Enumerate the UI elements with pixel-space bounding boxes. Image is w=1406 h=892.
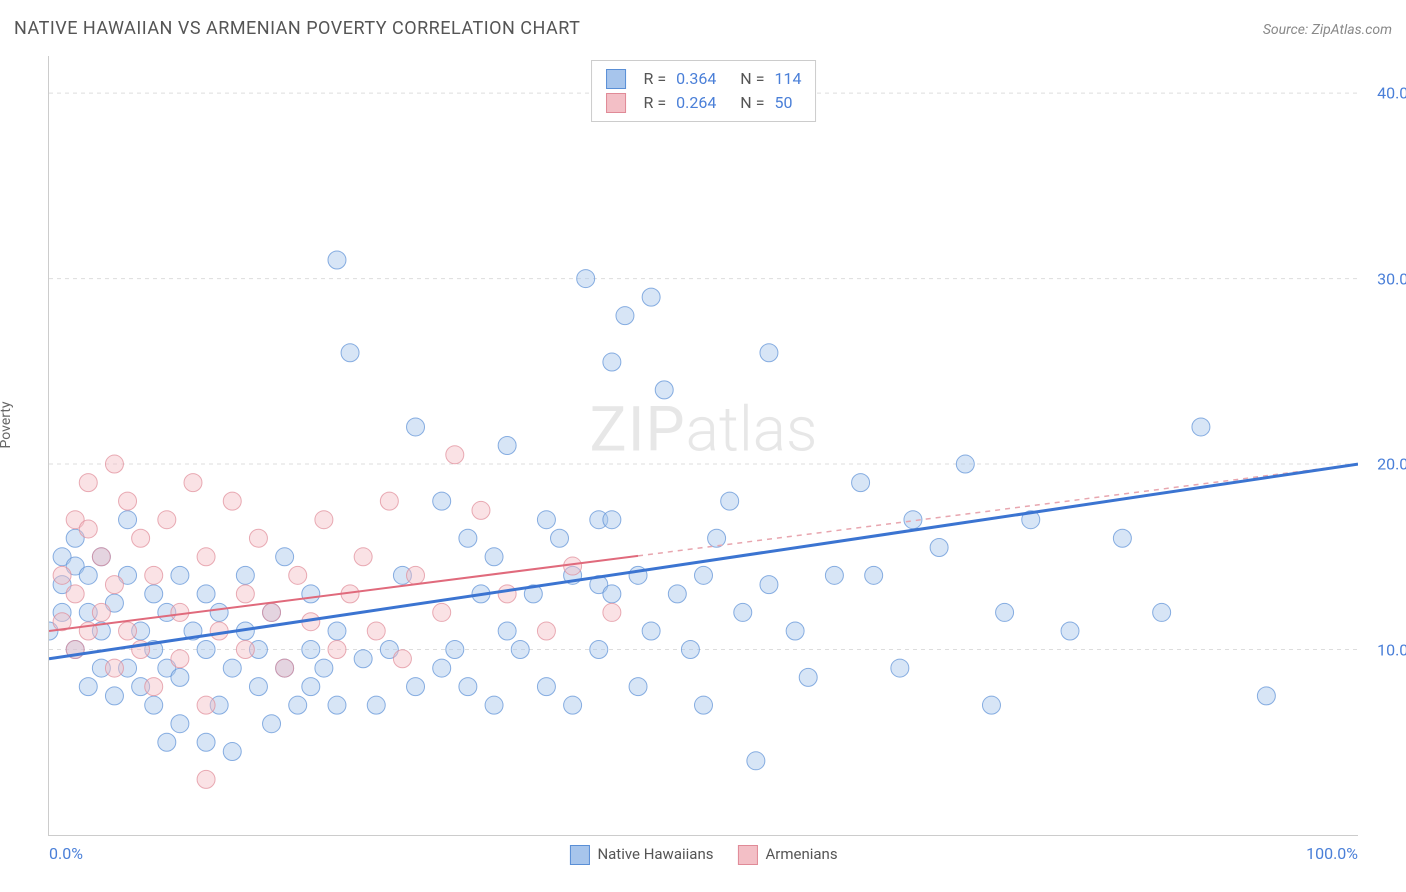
legend-label-2: Armenians [765, 845, 837, 863]
legend-row-1: R = 0.364 N = 114 [606, 67, 802, 91]
r-value-2: 0.264 [676, 91, 716, 115]
x-tick-min: 0.0% [49, 844, 83, 863]
n-label: N = [740, 91, 764, 115]
trend-layer [49, 56, 1358, 835]
chart-container: Poverty ZIPatlas R = 0.364 N = 114 R = 0… [14, 50, 1392, 878]
legend-swatch-2 [606, 93, 626, 113]
n-value-2: 50 [774, 91, 792, 115]
x-tick-max: 100.0% [1306, 844, 1358, 863]
r-label: R = [644, 67, 667, 91]
legend-item-2: Armenians [737, 845, 837, 865]
y-tick: 40.0% [1364, 84, 1406, 103]
correlation-legend: R = 0.364 N = 114 R = 0.264 N = 50 [591, 60, 817, 122]
n-value-1: 114 [774, 67, 801, 91]
y-tick: 10.0% [1364, 640, 1406, 659]
series-legend: Native Hawaiians Armenians [569, 845, 837, 865]
legend-item-1: Native Hawaiians [569, 845, 713, 865]
plot-area: ZIPatlas R = 0.364 N = 114 R = 0.264 N =… [48, 56, 1358, 836]
r-label: R = [644, 91, 667, 115]
source-link[interactable]: ZipAtlas.com [1312, 22, 1392, 38]
header: NATIVE HAWAIIAN VS ARMENIAN POVERTY CORR… [14, 18, 1392, 39]
source-prefix: Source: [1263, 22, 1312, 38]
legend-swatch-1 [606, 69, 626, 89]
legend-swatch-armenians [737, 845, 757, 865]
y-tick: 20.0% [1364, 455, 1406, 474]
y-axis-label: Poverty [0, 401, 14, 448]
legend-label-1: Native Hawaiians [597, 845, 713, 863]
r-value-1: 0.364 [676, 67, 716, 91]
y-tick: 30.0% [1364, 269, 1406, 288]
legend-swatch-hawaiians [569, 845, 589, 865]
legend-row-2: R = 0.264 N = 50 [606, 91, 802, 115]
n-label: N = [740, 67, 764, 91]
chart-title: NATIVE HAWAIIAN VS ARMENIAN POVERTY CORR… [14, 18, 580, 39]
source-attribution: Source: ZipAtlas.com [1263, 22, 1392, 38]
